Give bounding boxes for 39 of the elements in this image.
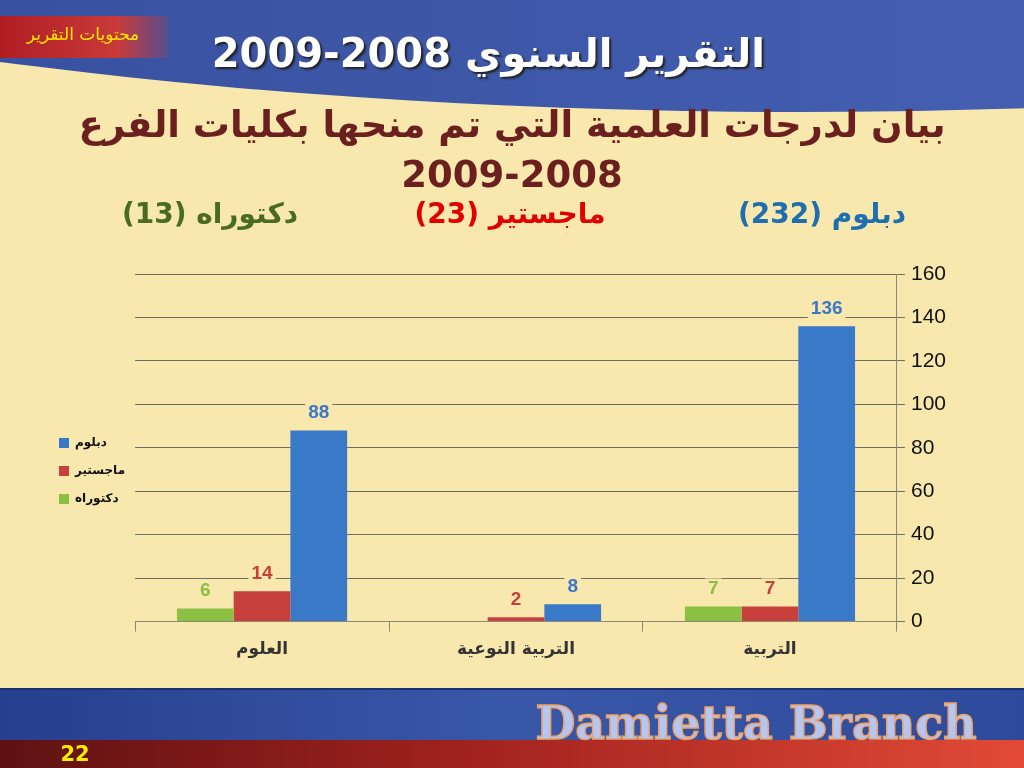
bar bbox=[684, 606, 742, 622]
data-label: 7 bbox=[764, 577, 776, 599]
text: ماجستير (23) bbox=[413, 197, 607, 230]
bar bbox=[290, 430, 348, 622]
y-tick-label: 80 bbox=[910, 434, 935, 458]
bar bbox=[741, 606, 799, 622]
text: التقرير السنوي 2008-2009 bbox=[211, 30, 765, 76]
y-tick-label: 120 bbox=[910, 347, 947, 371]
bar bbox=[487, 617, 545, 622]
bar bbox=[233, 591, 291, 622]
y-tick-label: 160 bbox=[910, 260, 947, 284]
data-label: 136 bbox=[810, 296, 843, 318]
legend-label: دكتوراه bbox=[75, 491, 119, 507]
data-label: 7 bbox=[707, 577, 719, 599]
y-tick-label: 0 bbox=[910, 608, 923, 632]
text: 22 bbox=[59, 742, 91, 766]
y-tick-label: 100 bbox=[910, 391, 947, 415]
y-tick-label: 60 bbox=[910, 478, 935, 502]
chart-title: بيان لدرجات العلمية التي تم منحها بكليات الفرع 2008-2009 bbox=[78, 103, 946, 196]
text: Damietta Branch bbox=[534, 696, 978, 750]
bar bbox=[798, 326, 856, 622]
text: دبلوم (232) bbox=[736, 197, 908, 230]
x-tick-label: التربية bbox=[743, 638, 797, 660]
data-label: 88 bbox=[308, 401, 330, 423]
text: دكتوراه (13) bbox=[120, 197, 300, 230]
data-label: 2 bbox=[510, 587, 522, 609]
data-label: 14 bbox=[251, 561, 274, 583]
data-label: 6 bbox=[200, 579, 211, 601]
legend-label: دبلوم bbox=[75, 435, 107, 451]
x-tick-label: العلوم bbox=[236, 638, 288, 660]
legend-label: ماجستير bbox=[74, 463, 126, 478]
data-label: 8 bbox=[567, 574, 579, 596]
bar bbox=[544, 604, 602, 622]
bar bbox=[176, 608, 234, 622]
text: محتويات التقرير bbox=[25, 24, 141, 44]
y-tick-label: 40 bbox=[910, 521, 935, 545]
y-tick-label: 20 bbox=[910, 564, 935, 588]
y-tick-label: 140 bbox=[910, 304, 947, 328]
x-tick-label: التربية النوعية bbox=[457, 638, 575, 660]
